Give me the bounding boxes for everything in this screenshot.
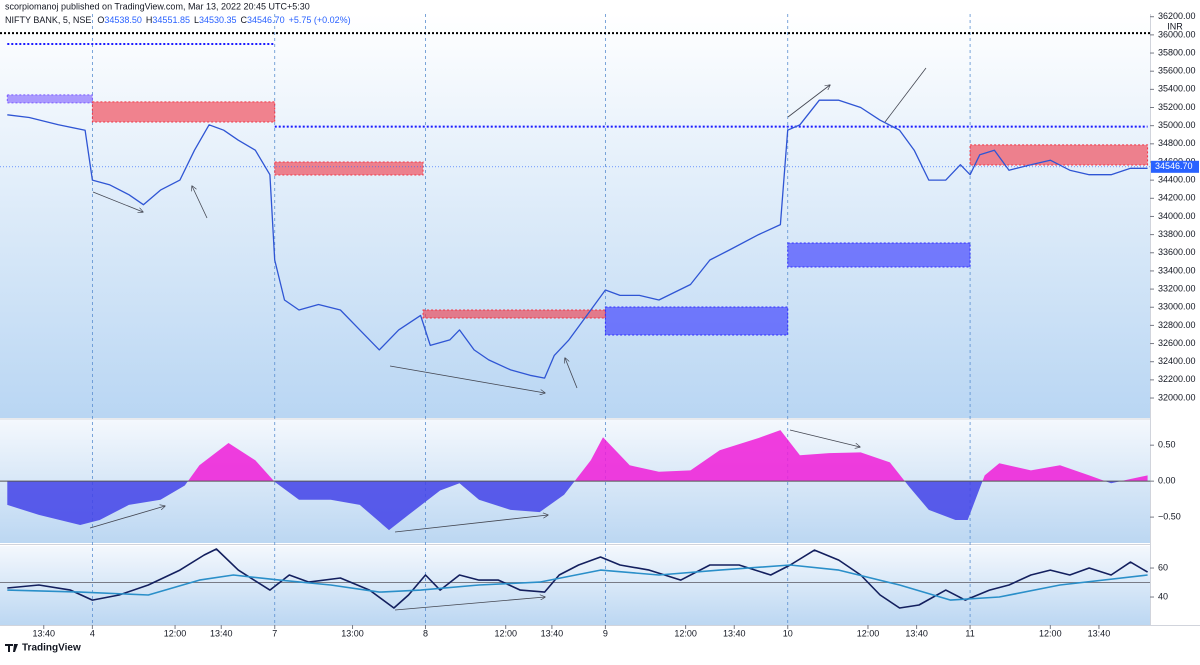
x-tick-label: 13:40 xyxy=(1088,628,1111,638)
y-tick-label: −0.50 xyxy=(1158,511,1181,521)
y-tick-label: 0.50 xyxy=(1158,440,1176,450)
annotation-arrow xyxy=(394,515,548,533)
x-tick-label: 13:00 xyxy=(341,628,364,638)
series-line xyxy=(7,564,1148,601)
plot-layer: 32000.00 32200.00 32400.00 32600.00 32800.00… xyxy=(0,11,1199,638)
y-tick-label: 35400.00 xyxy=(1158,84,1196,94)
ohlc-value: 34551.85 xyxy=(152,15,190,25)
y-tick-label: 32400.00 xyxy=(1158,356,1196,366)
x-tick-label: 12:00 xyxy=(494,628,517,638)
y-tick-label: 35200.00 xyxy=(1158,102,1196,112)
annotation-arrow xyxy=(92,191,143,212)
y-tick-label: 32600.00 xyxy=(1158,338,1196,348)
histogram-negative xyxy=(7,481,1121,531)
annotations xyxy=(89,67,927,611)
last-value-box xyxy=(1151,160,1199,173)
x-tick-label: 11 xyxy=(965,628,974,638)
currency: INR xyxy=(1167,21,1183,31)
y-tick-label: 60 xyxy=(1158,562,1168,572)
y-tick-label: 33600.00 xyxy=(1158,247,1196,257)
x-tick-label: 13:40 xyxy=(723,628,746,638)
zone xyxy=(422,309,606,319)
y-tick-label: 32800.00 xyxy=(1158,320,1196,330)
price-line xyxy=(7,99,1148,379)
byline: scorpiomanoj published on TradingView.co… xyxy=(5,1,310,11)
x-tick-label: 4 xyxy=(90,628,95,638)
zone xyxy=(969,144,1149,166)
byline-bar xyxy=(0,0,1150,13)
annotation-line xyxy=(884,67,927,123)
ohlc-key: H xyxy=(146,15,153,25)
y-tick-label: 33400.00 xyxy=(1158,265,1196,275)
annotation-arrow xyxy=(789,429,860,447)
zone xyxy=(91,101,276,123)
ohlc-key: C xyxy=(241,15,248,25)
y-tick-label: 0.00 xyxy=(1158,476,1176,486)
ohlc-value: 34530.35 xyxy=(199,15,237,25)
symbol-legend: NIFTY BANK, 5, NSE O34538.50 H34551.85 L345… xyxy=(5,15,351,25)
x-tick-label: 7 xyxy=(272,628,277,638)
y-tick-label: 40 xyxy=(1158,591,1168,601)
x-tick-label: 10 xyxy=(783,628,793,638)
y-tick-label: 36000.00 xyxy=(1158,29,1196,39)
pane-0: 32000.00 32200.00 32400.00 32600.00 32800.00… xyxy=(0,11,1199,625)
annotation-arrow xyxy=(192,186,208,219)
y-tick-label: 33200.00 xyxy=(1158,283,1196,293)
x-tick-label: 12:00 xyxy=(674,628,697,638)
y-tick-label: 34000.00 xyxy=(1158,211,1196,221)
pane-2: 40 60 13:40 4 12:00 13:40 7 13:00 8 12:00 13:40 9 12… xyxy=(0,548,1168,638)
annotation-arrow xyxy=(89,506,165,529)
last-value-label: 34546.70 xyxy=(1155,161,1193,171)
zone xyxy=(6,94,93,104)
ohlc-value: 34538.50 xyxy=(104,15,142,25)
rsi-pane xyxy=(0,546,1150,625)
annotation-arrow xyxy=(389,365,545,393)
ohlc-value: 34546.70 xyxy=(247,15,285,25)
y-tick-label: 33000.00 xyxy=(1158,302,1196,312)
y-tick-label: 35000.00 xyxy=(1158,120,1196,130)
x-tick-label: 8 xyxy=(423,628,428,638)
annotation-arrow xyxy=(787,85,830,118)
y-tick-label: 34800.00 xyxy=(1158,138,1196,148)
x-tick-label: 12:00 xyxy=(164,628,187,638)
brand-logo xyxy=(5,644,18,652)
series-line xyxy=(7,548,1149,609)
y-tick-label: 32200.00 xyxy=(1158,374,1196,384)
symbol: NIFTY BANK, 5, NSE xyxy=(5,15,91,25)
y-tick-label: 35800.00 xyxy=(1158,47,1196,57)
annotation-arrow xyxy=(565,358,578,389)
zone xyxy=(604,306,789,336)
zone xyxy=(274,161,424,176)
y-tick-label: 36200.00 xyxy=(1158,11,1196,21)
ohlc-key: L xyxy=(194,15,199,25)
x-tick-label: 12:00 xyxy=(1039,628,1062,638)
x-tick-label: 13:40 xyxy=(905,628,928,638)
change: +5.75 (+0.02%) xyxy=(289,15,351,25)
y-tick-label: 34200.00 xyxy=(1158,193,1196,203)
x-tick-label: 13:40 xyxy=(32,628,55,638)
zone xyxy=(787,242,971,268)
y-tick-label: 32000.00 xyxy=(1158,392,1196,402)
ohlc-key: O xyxy=(97,15,104,25)
y-tick-label: 34400.00 xyxy=(1158,175,1196,185)
histogram-positive xyxy=(7,430,1148,482)
main-pane xyxy=(0,14,1150,418)
annotation-arrow xyxy=(394,597,545,611)
y-tick-label: 35600.00 xyxy=(1158,66,1196,76)
x-tick-label: 9 xyxy=(603,628,608,638)
y-tick-label: 33800.00 xyxy=(1158,229,1196,239)
x-tick-label: 13:40 xyxy=(210,628,233,638)
x-tick-label: 12:00 xyxy=(857,628,880,638)
x-tick-label: 13:40 xyxy=(541,628,564,638)
pane-1: 0.50 0.00 −0.50 xyxy=(0,430,1181,531)
brand: TradingView xyxy=(22,643,81,654)
